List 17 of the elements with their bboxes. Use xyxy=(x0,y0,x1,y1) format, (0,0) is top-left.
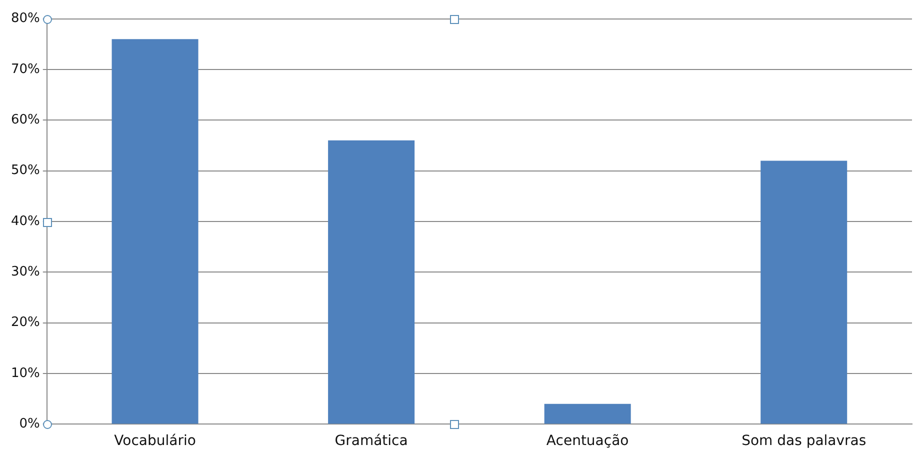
y-tick-label: 10% xyxy=(10,366,40,381)
x-tick-label: Gramática xyxy=(334,433,408,450)
y-tick-label: 0% xyxy=(19,416,40,432)
bar xyxy=(112,39,198,424)
bar xyxy=(544,404,631,424)
y-tick-label: 60% xyxy=(10,112,40,128)
y-tick-label: 30% xyxy=(10,264,40,280)
y-tick-label: 80% xyxy=(10,11,40,26)
y-tick-label: 70% xyxy=(10,62,40,77)
x-tick-label: Acentuação xyxy=(546,433,629,450)
x-tick-label: Vocabulário xyxy=(114,433,196,450)
x-tick-label: Som das palavras xyxy=(742,433,866,450)
y-tick-label: 40% xyxy=(10,214,40,229)
bar xyxy=(328,140,415,424)
bar xyxy=(760,160,848,424)
y-tick-label: 50% xyxy=(10,163,40,178)
y-tick-label: 20% xyxy=(10,315,40,330)
